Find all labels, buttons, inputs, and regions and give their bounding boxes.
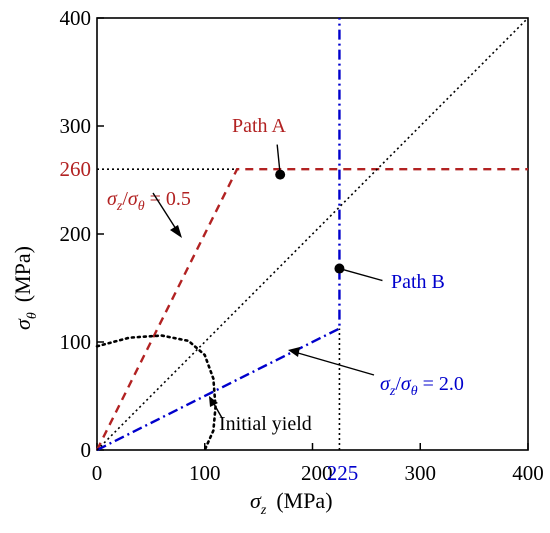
ratio-a-label: σz/σθ = 0.5 xyxy=(107,188,191,214)
series-path-b xyxy=(96,18,341,452)
ratio-b-arrowhead xyxy=(288,347,300,357)
ratio-a-arrow xyxy=(152,192,177,230)
y-tick-label: 100 xyxy=(60,330,92,354)
marker-group: Path A Path B xyxy=(232,115,445,293)
initial-yield-curve xyxy=(95,334,217,452)
x-tick-label-225: 225 xyxy=(327,461,359,485)
path-a-label: Path A xyxy=(232,115,286,137)
x-tick-label: 0 xyxy=(92,461,103,485)
tick-group: 0 100 200 300 400 0 100 200 300 400 225 260 xyxy=(60,6,544,485)
initial-yield-arrow xyxy=(213,403,223,419)
y-tick-label: 0 xyxy=(81,438,92,462)
guide-line-2 xyxy=(96,17,529,451)
y-axis-title: σθ(MPa) xyxy=(10,246,40,330)
y-tick-label-260: 260 xyxy=(60,157,92,181)
x-tick-label: 100 xyxy=(189,461,221,485)
series-group xyxy=(95,17,529,452)
ratio-b-label: σz/σθ = 2.0 xyxy=(380,373,464,399)
y-tick-label: 300 xyxy=(60,114,92,138)
path-b-label: Path B xyxy=(391,271,445,293)
series-path-a xyxy=(95,167,528,451)
x-tick-label: 400 xyxy=(512,461,544,485)
path-b-leader xyxy=(339,267,383,282)
initial-yield-arrowhead xyxy=(209,396,218,407)
x-axis-title: σz (MPa) xyxy=(250,488,333,518)
initial-yield-label: Initial yield xyxy=(219,413,312,435)
x-tick-label: 200 xyxy=(301,461,333,485)
ratio-a-arrowhead xyxy=(170,225,182,238)
path-a-leader xyxy=(276,144,281,175)
y-tick-label: 200 xyxy=(60,222,92,246)
x-tick-label: 300 xyxy=(405,461,437,485)
y-tick-label: 400 xyxy=(60,6,92,30)
ratio-b-arrow xyxy=(297,352,375,376)
